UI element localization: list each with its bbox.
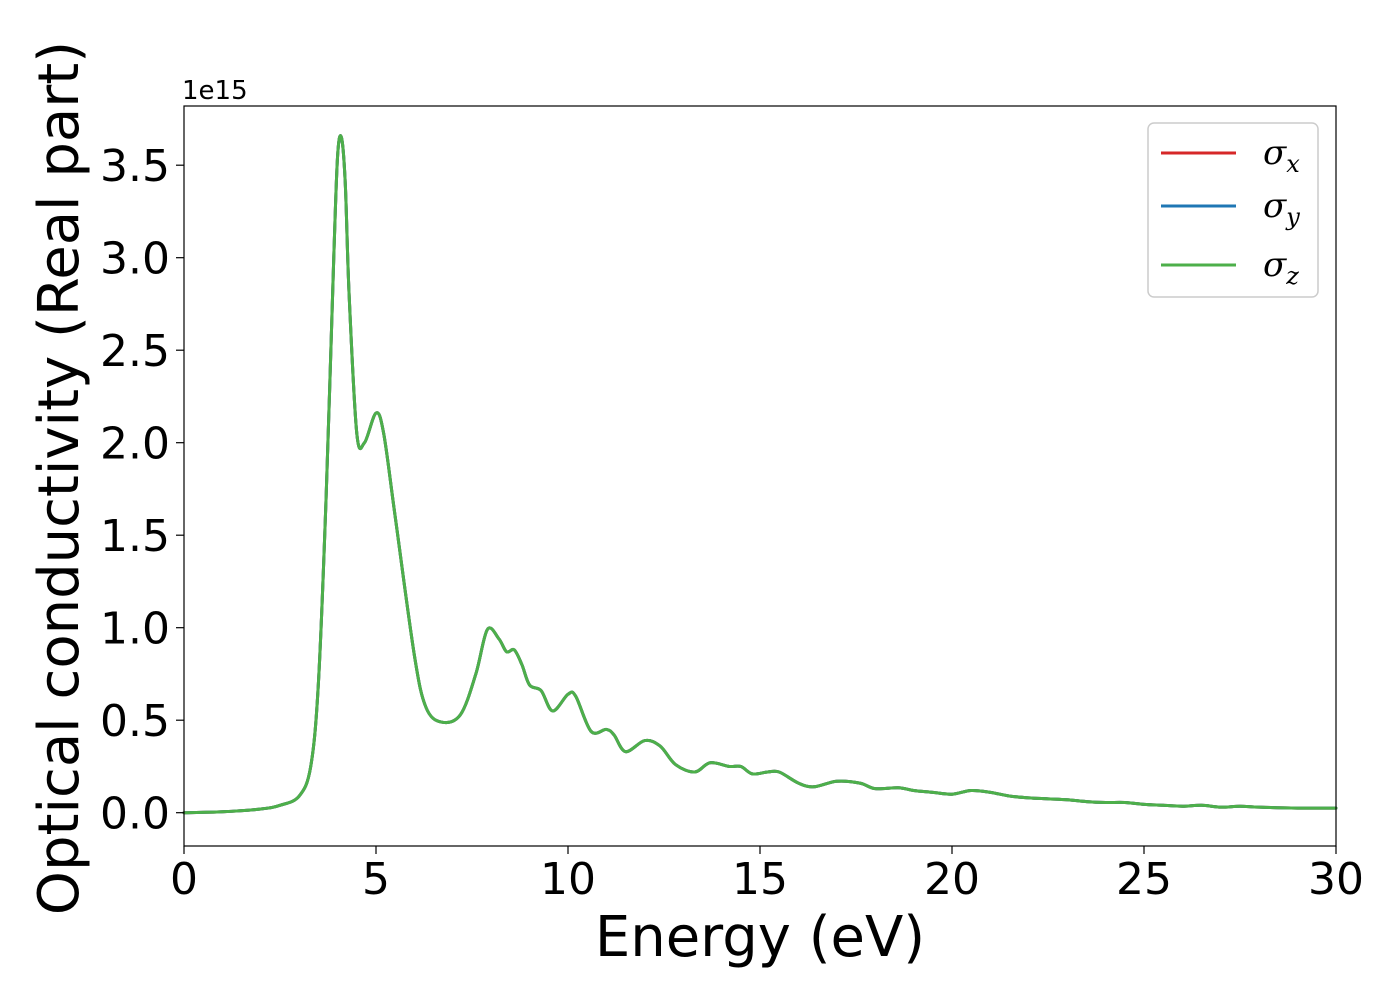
- x-tick-label: 30: [1308, 854, 1364, 905]
- y-tick-label: 3.0: [100, 234, 170, 285]
- legend-subscript: y: [1285, 203, 1300, 231]
- x-tick-label: 0: [170, 854, 198, 905]
- legend-label-y: σy: [1263, 186, 1300, 231]
- legend-subscript: x: [1286, 150, 1300, 178]
- y-axis-label: Optical conductivity (Real part): [27, 41, 92, 915]
- x-axis: 0 5 10 15 20 25 30: [170, 846, 1364, 905]
- y-tick-label: 1.5: [100, 511, 170, 562]
- legend-symbol: σ: [1263, 133, 1287, 173]
- x-tick-label: 15: [732, 854, 788, 905]
- y-tick-label: 2.0: [100, 419, 170, 470]
- x-tick-label: 20: [924, 854, 980, 905]
- series-line-z: [182, 134, 1338, 815]
- x-tick-label: 5: [362, 854, 390, 905]
- legend-subscript: z: [1285, 262, 1299, 290]
- x-tick-label: 10: [540, 854, 596, 905]
- x-axis-label: Energy (eV): [595, 905, 925, 970]
- y-tick-label: 0.5: [100, 696, 170, 747]
- series-layer: [182, 134, 1338, 815]
- y-tick-label: 0.0: [100, 789, 170, 840]
- legend-label-x: σx: [1263, 133, 1300, 178]
- y-tick-label: 2.5: [100, 326, 170, 377]
- legend-symbol: σ: [1263, 245, 1287, 285]
- y-axis: 0.0 0.5 1.0 1.5 2.0 2.5 3.0 3.5: [100, 141, 184, 840]
- y-tick-label: 3.5: [100, 141, 170, 192]
- x-tick-label: 25: [1116, 854, 1172, 905]
- y-tick-label: 1.0: [100, 604, 170, 655]
- legend-label-z: σz: [1263, 245, 1299, 290]
- y-offset-label: 1e15: [182, 76, 248, 106]
- legend-box: [1147, 122, 1319, 298]
- legend-symbol: σ: [1263, 186, 1287, 226]
